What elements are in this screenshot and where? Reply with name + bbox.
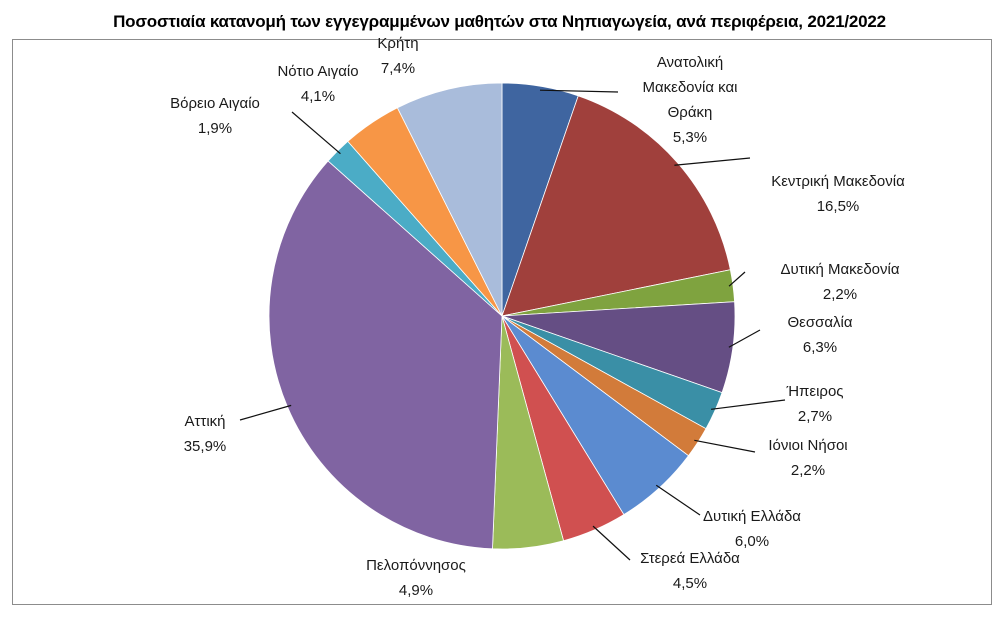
data-label-value: 4,9% — [399, 582, 433, 599]
data-label-category: Ιόνιοι Νήσοι — [768, 437, 847, 454]
data-label-category: Νότιο Αιγαίο — [277, 63, 358, 80]
data-label-category: Στερεά Ελλάδα — [640, 550, 740, 567]
leader-line — [728, 329, 761, 348]
data-label-category: Θεσσαλία — [787, 314, 852, 331]
pie-slice — [501, 95, 731, 317]
leader-line — [728, 271, 746, 287]
data-label-category: Ήπειρος — [785, 383, 843, 400]
chart-area — [12, 39, 992, 605]
data-label-category: Κρήτη — [377, 35, 418, 52]
data-label-value: 4,1% — [301, 88, 335, 105]
data-label-category: Πελοπόννησος — [366, 557, 466, 574]
data-label-category: Βόρειο Αιγαίο — [170, 95, 260, 112]
data-label-value: 6,0% — [735, 533, 769, 550]
data-label-value: 5,3% — [673, 129, 707, 146]
data-label-category: Ανατολική — [657, 54, 723, 71]
leader-line — [592, 525, 631, 561]
data-label-category: Κεντρική Μακεδονία — [771, 173, 905, 190]
data-label-value: 35,9% — [184, 438, 227, 455]
data-label-category: Θράκη — [668, 104, 713, 121]
data-label-category: Μακεδονία και — [642, 79, 737, 96]
chart-title: Ποσοστιαία κατανομή των εγγεγραμμένων μα… — [113, 12, 886, 31]
data-label-value: 1,9% — [198, 120, 232, 137]
data-label-category: Δυτική Μακεδονία — [780, 261, 899, 278]
data-label-value: 7,4% — [381, 60, 415, 77]
data-label-value: 2,2% — [791, 462, 825, 479]
leader-line — [655, 484, 701, 516]
leader-line — [239, 404, 292, 421]
leader-line — [539, 89, 619, 93]
pie-slice — [396, 82, 503, 317]
data-label-category: Δυτική Ελλάδα — [703, 508, 801, 525]
data-label-value: 2,7% — [798, 408, 832, 425]
data-label-value: 6,3% — [803, 339, 837, 356]
leader-line — [674, 157, 751, 166]
data-label-category: Αττική — [184, 413, 225, 430]
leader-line — [711, 399, 786, 410]
data-label-value: 16,5% — [817, 198, 860, 215]
leader-line — [291, 111, 341, 155]
data-label-value: 2,2% — [823, 286, 857, 303]
data-label-value: 4,5% — [673, 575, 707, 592]
leader-line — [694, 439, 756, 453]
